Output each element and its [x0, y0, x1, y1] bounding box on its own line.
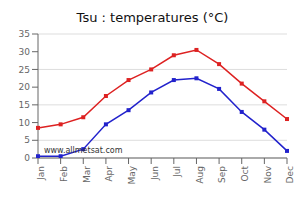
- svg-text:Jan: Jan: [36, 166, 46, 181]
- svg-text:Jul: Jul: [172, 166, 182, 178]
- svg-text:15: 15: [19, 100, 30, 110]
- html-text:Tsu : temperatures (°C): Tsu : temperatures (°C): [76, 10, 229, 25]
- svg-text:Feb: Feb: [59, 166, 69, 182]
- svg-text:25: 25: [19, 65, 30, 75]
- svg-text:Oct: Oct: [240, 166, 250, 182]
- svg-text:Dec: Dec: [285, 166, 295, 183]
- svg-text:Sep: Sep: [217, 166, 227, 183]
- svg-text:Apr: Apr: [104, 166, 114, 182]
- svg-text:Mar: Mar: [82, 166, 92, 183]
- svg-text:35: 35: [19, 29, 30, 39]
- svg-text:10: 10: [19, 118, 31, 128]
- svg-text:5: 5: [24, 135, 30, 145]
- svg-text:Jun: Jun: [150, 166, 160, 181]
- svg-text:30: 30: [19, 47, 31, 57]
- svg-text:Nov: Nov: [263, 165, 273, 183]
- html-text:www.allmetsat.com: www.allmetsat.com: [44, 146, 123, 155]
- svg-text:20: 20: [19, 82, 31, 92]
- svg-text:0: 0: [24, 153, 30, 163]
- svg-text:Aug: Aug: [195, 166, 205, 184]
- svg-text:May: May: [127, 165, 137, 184]
